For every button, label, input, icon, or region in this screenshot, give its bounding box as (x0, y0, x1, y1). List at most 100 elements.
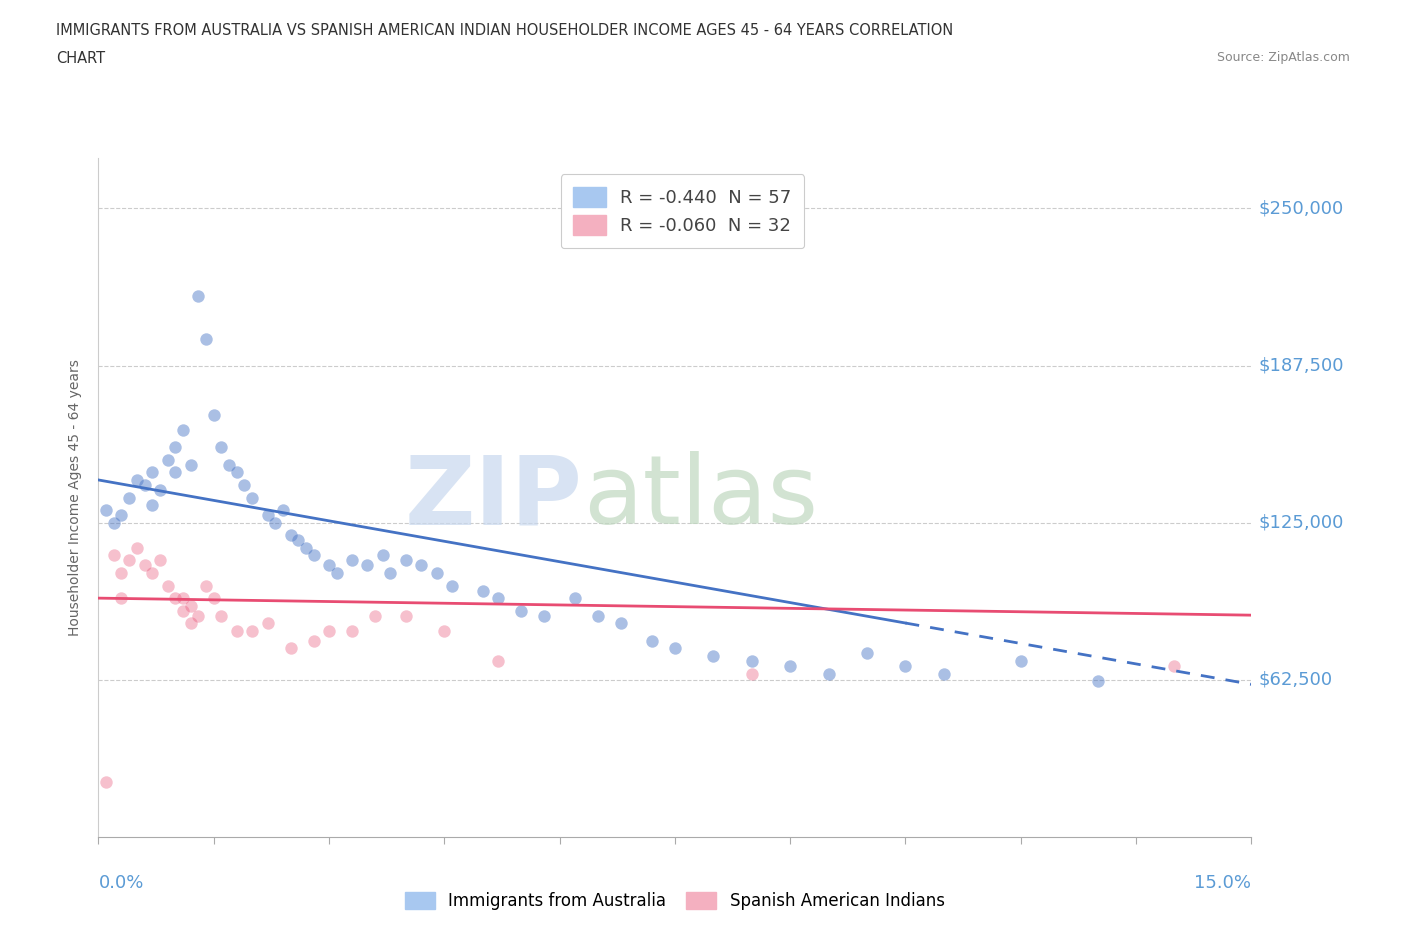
Point (202, 591, 225, 605)
Point (486, 591, 509, 605)
Point (187, 608, 209, 623)
Point (340, 553, 363, 568)
Point (325, 565, 347, 580)
Point (664, 641, 686, 656)
Point (564, 591, 586, 605)
Point (256, 616, 278, 631)
Point (318, 623, 340, 638)
Point (110, 508, 132, 523)
Point (641, 633, 664, 648)
Point (380, 565, 402, 580)
Point (741, 666, 763, 681)
Point (586, 608, 609, 623)
Text: Source: ZipAtlas.com: Source: ZipAtlas.com (1216, 51, 1350, 64)
Point (932, 666, 955, 681)
Legend: R = -0.440  N = 57, R = -0.060  N = 32: R = -0.440 N = 57, R = -0.060 N = 32 (561, 174, 804, 248)
Point (110, 591, 132, 605)
Point (264, 515, 287, 530)
Y-axis label: Householder Income Ages 45 - 64 years: Householder Income Ages 45 - 64 years (69, 359, 83, 636)
Point (318, 558, 340, 573)
Point (218, 458, 240, 472)
Point (287, 533, 309, 548)
Point (1163, 658, 1185, 673)
Point (103, 548, 125, 563)
Point (486, 654, 509, 669)
Point (295, 540, 318, 555)
Point (271, 503, 294, 518)
Point (141, 465, 163, 480)
Point (371, 548, 394, 563)
Point (280, 641, 302, 656)
Text: 0.0%: 0.0% (98, 874, 143, 892)
Point (533, 608, 555, 623)
Point (1087, 673, 1109, 688)
Text: $250,000: $250,000 (1258, 199, 1344, 218)
Point (156, 578, 179, 593)
Point (134, 477, 156, 492)
Point (440, 578, 463, 593)
Point (165, 465, 187, 480)
Point (149, 553, 172, 568)
Point (165, 591, 187, 605)
Point (209, 608, 232, 623)
Point (195, 332, 218, 347)
Point (118, 553, 141, 568)
Point (94, 503, 117, 518)
Point (411, 558, 433, 573)
Point (141, 565, 163, 580)
Point (280, 528, 302, 543)
Point (134, 558, 156, 573)
Point (395, 553, 418, 568)
Point (340, 623, 363, 638)
Point (471, 583, 494, 598)
Text: $62,500: $62,500 (1258, 671, 1333, 689)
Point (141, 498, 163, 512)
Point (156, 452, 179, 467)
Point (856, 646, 879, 661)
Point (94, 775, 117, 790)
Point (364, 608, 387, 623)
Point (817, 666, 839, 681)
Text: $125,000: $125,000 (1258, 513, 1344, 532)
Point (610, 616, 633, 631)
Text: atlas: atlas (582, 451, 818, 544)
Point (149, 483, 172, 498)
Point (110, 565, 132, 580)
Point (433, 623, 456, 638)
Point (195, 578, 218, 593)
Text: CHART: CHART (56, 51, 105, 66)
Point (103, 515, 125, 530)
Point (165, 440, 187, 455)
Legend: Immigrants from Australia, Spanish American Indians: Immigrants from Australia, Spanish Ameri… (398, 885, 952, 917)
Point (225, 465, 247, 480)
Point (1010, 654, 1032, 669)
Point (172, 422, 194, 437)
Point (209, 440, 232, 455)
Point (187, 289, 209, 304)
Point (125, 472, 148, 487)
Point (426, 565, 449, 580)
Text: IMMIGRANTS FROM AUSTRALIA VS SPANISH AMERICAN INDIAN HOUSEHOLDER INCOME AGES 45 : IMMIGRANTS FROM AUSTRALIA VS SPANISH AME… (56, 23, 953, 38)
Point (302, 633, 325, 648)
Point (202, 407, 225, 422)
Point (395, 608, 418, 623)
Point (510, 604, 533, 618)
Point (118, 490, 141, 505)
Point (180, 598, 202, 613)
Point (240, 623, 263, 638)
Point (233, 477, 256, 492)
Point (894, 658, 917, 673)
Point (180, 458, 202, 472)
Point (180, 616, 202, 631)
Point (125, 540, 148, 555)
Point (172, 604, 194, 618)
Point (256, 508, 278, 523)
Text: 15.0%: 15.0% (1194, 874, 1251, 892)
Point (702, 648, 724, 663)
Text: $187,500: $187,500 (1258, 356, 1344, 375)
Point (779, 658, 801, 673)
Point (240, 490, 263, 505)
Point (172, 591, 194, 605)
Point (741, 654, 763, 669)
Text: ZIP: ZIP (405, 451, 582, 544)
